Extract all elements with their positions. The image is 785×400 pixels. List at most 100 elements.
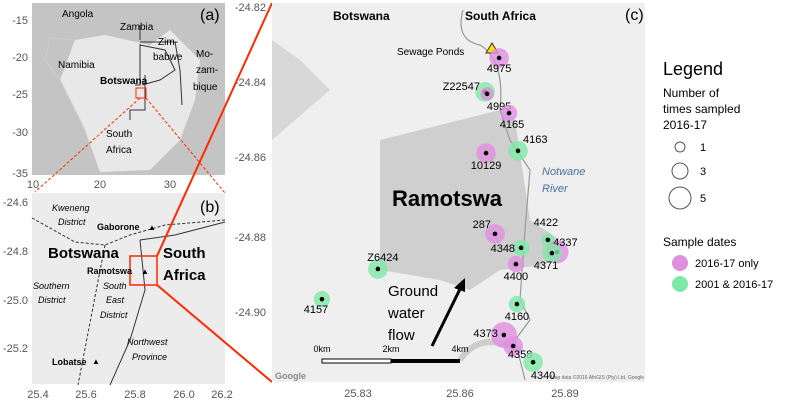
y-tick: -24.88 [235,232,266,244]
x-tick: 25.4 [27,389,48,400]
town-marker-icon: ▲ [141,267,149,276]
legend-size-label: 1 [700,142,706,154]
panel-a-tag: (a) [200,7,220,24]
zoom-line [156,284,273,383]
y-tick: -35 [12,168,28,180]
label-mozambique-2: zam- [196,65,218,76]
y-tick: -25.0 [3,295,28,307]
zoom-line [145,97,226,194]
town-gaborone: Gaborone [97,222,140,232]
country-africa: Africa [163,267,206,284]
sample-label: 4371 [534,260,558,272]
legend-size-1 [674,141,686,153]
sample-dot-4373 [501,332,507,338]
legend-size-label: 3 [700,166,706,178]
flow-arrowhead-icon [454,278,465,292]
label-mozambique-3: bique [193,82,218,93]
panel-b-tag: (b) [200,199,220,216]
sample-dot-4995 [484,91,490,97]
town-ramotswa: Ramotswa [392,186,503,211]
label-zimbabwe-1: Zim- [158,37,178,48]
x-tick: 25.83 [344,388,372,400]
label-zimbabwe-2: babwe [153,52,183,63]
sample-dot-4348 [518,245,524,251]
country-botswana: Botswana [333,9,390,23]
y-tick: -15 [12,15,28,27]
sample-label: 4348 [491,243,515,255]
attribution: Map data ©2016 AfriGIS (Pty) Ltd, Google [551,374,645,381]
country-botswana: Botswana [48,245,120,262]
town-marker-icon: ▲ [92,357,100,366]
sample-label: Z6424 [367,252,398,264]
sample-label: 4340 [531,370,555,382]
district-label: Kweneng [52,203,90,213]
sample-dot-4340 [530,359,536,365]
sample-dot-Z6424 [375,266,381,272]
sample-dot-4165 [506,110,512,116]
x-tick: 20 [94,179,106,191]
x-tick: 25.8 [124,389,145,400]
x-tick: 26.2 [211,389,232,400]
panel-c: Botswana South Africa (c) Ramotswa Sewag… [235,2,645,400]
y-tick: -25 [12,89,28,101]
country-south-africa: South Africa [465,9,536,23]
y-tick: -24.90 [235,307,266,319]
x-tick: 25.6 [75,389,96,400]
flow-label: water [387,305,425,322]
sample-label: 4422 [534,217,558,229]
sample-label: Z22547 [443,81,480,93]
sample-dot-4358 [510,343,516,349]
country-south: South [163,245,206,262]
town-marker-icon: ▲ [148,223,156,232]
sample-label: 4400 [504,271,528,283]
label-mozambique-1: Mo- [196,49,213,60]
sample-label: 4165 [500,119,524,131]
y-tick: -24.86 [235,152,266,164]
legend-group-label: 2001 & 2016-17 [695,279,773,291]
label-angola: Angola [62,9,94,20]
legend-size-label: 5 [700,193,706,205]
legend: Legend Number of times sampled 2016-17 1… [663,59,773,292]
zoom-line [34,97,141,193]
sewage-ponds-label: Sewage Ponds [397,47,464,58]
sample-label: 4163 [523,134,547,146]
sample-dot-4400 [513,261,519,267]
scale-label: 2km [382,344,399,354]
panel-c-tag: (c) [625,7,644,24]
legend-size-title: Number of [663,86,720,100]
district-label: Northwest [127,337,168,347]
legend-title: Legend [663,59,723,79]
label-africa: Africa [106,145,132,156]
y-tick: -24.84 [235,77,266,89]
y-tick: -25.2 [3,343,28,355]
label-zambia: Zambia [120,22,154,33]
district-label: East [106,295,125,305]
legend-size-5 [668,186,692,210]
label-botswana: Botswana [100,76,148,87]
x-tick: 26.0 [173,389,194,400]
legend-green-swatch [672,276,688,292]
sample-dot-4371 [549,250,555,256]
district-label: Southern [33,281,70,291]
legend-size-title: times sampled [663,102,740,116]
legend-color-title: Sample dates [663,235,736,249]
legend-pink-swatch [672,255,688,271]
google-logo: Google [275,371,306,381]
river-label: River [542,183,569,195]
sample-dot-4422 [545,237,551,243]
x-tick: 10 [27,179,39,191]
legend-size-3 [671,162,689,180]
district-label: South [103,281,127,291]
y-tick: -30 [12,127,28,139]
sample-dot-4157 [319,296,325,302]
x-tick: 25.86 [446,388,474,400]
district-label: Province [132,352,167,362]
sample-label: 4160 [505,311,529,323]
flow-label: flow [388,327,415,344]
river-label: Notwane [542,166,585,178]
town-lobatse: Lobatse [52,357,87,367]
town-ramotswa: Ramotswa [87,266,133,276]
sample-label: 4975 [487,63,511,75]
y-tick: -24.6 [3,197,28,209]
